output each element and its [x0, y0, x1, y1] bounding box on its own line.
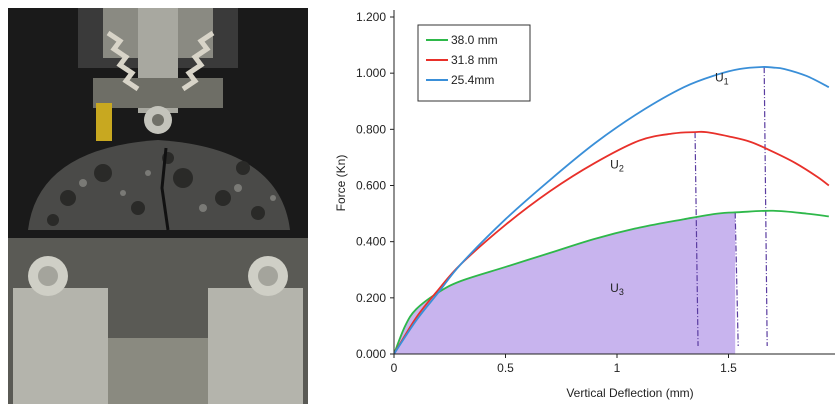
y-tick-label: 0.200 — [356, 291, 386, 305]
legend-label: 38.0 mm — [451, 33, 498, 47]
chart-axes — [393, 10, 835, 355]
y-tick-label: 0.600 — [356, 179, 386, 193]
area-annotation: U1 — [715, 71, 729, 87]
force-deflection-chart: 0.000 0.200 0.400 0.600 0.800 1.000 1.200 0 0.5 1… — [334, 10, 835, 400]
tick-labels: 0.000 0.200 0.400 0.600 0.800 1.000 1.200 0 0.5 1… — [356, 10, 737, 375]
dashed-line — [763, 67, 768, 347]
series-line — [394, 66, 830, 355]
y-tick-label: 0.800 — [356, 122, 386, 136]
series-lines — [394, 66, 830, 355]
y-tick-label: 0.000 — [356, 347, 386, 361]
y-tick-label: 1.000 — [356, 66, 386, 80]
dashed-line — [734, 212, 739, 347]
shaded-area-u3 — [394, 212, 736, 354]
chart-legend: 38.0 mm 31.8 mm 25.4mm — [417, 24, 531, 102]
dashed-line — [694, 132, 699, 347]
x-tick-label: 1 — [614, 361, 621, 375]
specimen-photo — [8, 8, 308, 404]
legend-box — [417, 24, 531, 102]
series-line — [394, 209, 829, 355]
x-axis-label: Vertical Deflection (mm) — [566, 386, 693, 400]
y-tick-label: 1.200 — [356, 10, 386, 24]
x-tick-label: 1.5 — [720, 361, 737, 375]
area-annotation: U3 — [610, 281, 624, 297]
x-tick-label: 0 — [391, 361, 398, 375]
legend-label: 25.4mm — [451, 73, 494, 87]
area-annotation: U2 — [610, 158, 624, 174]
shaded-area-fill — [394, 212, 736, 354]
area-annotations: U1 U2 U3 — [610, 71, 728, 298]
legend-label: 31.8 mm — [451, 53, 498, 67]
y-axis-label: Force (Kn) — [334, 155, 348, 212]
y-tick-label: 0.400 — [356, 235, 386, 249]
dashed-reference-lines — [694, 67, 768, 347]
x-tick-label: 0.5 — [497, 361, 514, 375]
